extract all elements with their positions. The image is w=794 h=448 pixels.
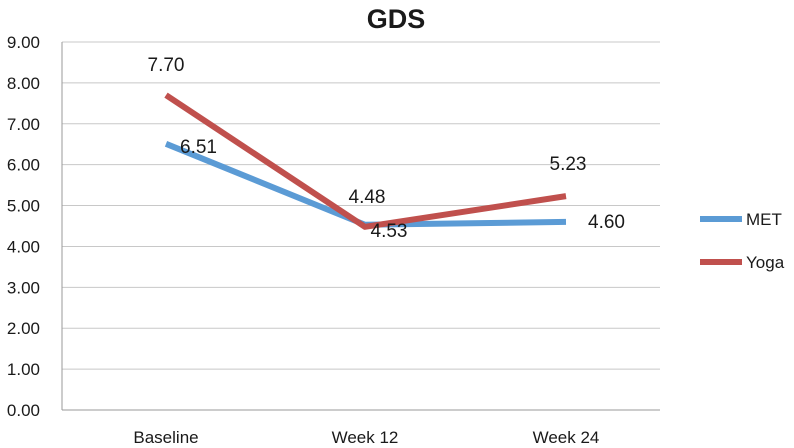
series-lines [164,92,567,230]
y-tick-label: 8.00 [7,74,40,93]
gridlines [61,41,660,411]
x-tick-label: Week 24 [533,428,600,447]
data-label-met: 4.60 [588,212,625,233]
y-tick-label: 1.00 [7,360,40,379]
x-axis-ticks: Baseline Week 12 Week 24 [133,428,599,447]
y-tick-label: 2.00 [7,319,40,338]
chart-title: GDS [367,4,426,34]
legend-label-yoga: Yoga [746,253,785,272]
y-tick-label: 0.00 [7,401,40,420]
legend-label-met: MET [746,210,782,229]
y-tick-label: 9.00 [7,33,40,52]
y-tick-label: 4.00 [7,237,40,256]
data-label-yoga: 5.23 [550,154,587,175]
y-tick-label: 3.00 [7,278,40,297]
data-labels: 6.51 4.53 4.60 7.70 4.48 5.23 [148,55,625,242]
x-tick-label: Week 12 [332,428,399,447]
y-tick-label: 6.00 [7,156,40,175]
legend: MET Yoga [700,210,785,272]
x-tick-label: Baseline [133,428,198,447]
data-label-yoga: 7.70 [148,55,185,76]
series-line-yoga [164,92,567,230]
y-tick-label: 7.00 [7,115,40,134]
data-label-met: 6.51 [180,137,217,158]
y-tick-label: 5.00 [7,197,40,216]
data-label-met: 4.53 [371,221,408,242]
series-line-met [164,141,567,228]
data-label-yoga: 4.48 [349,187,386,208]
y-axis-ticks: 0.00 1.00 2.00 3.00 4.00 5.00 6.00 7.00 8.00 9.00 [7,33,40,420]
